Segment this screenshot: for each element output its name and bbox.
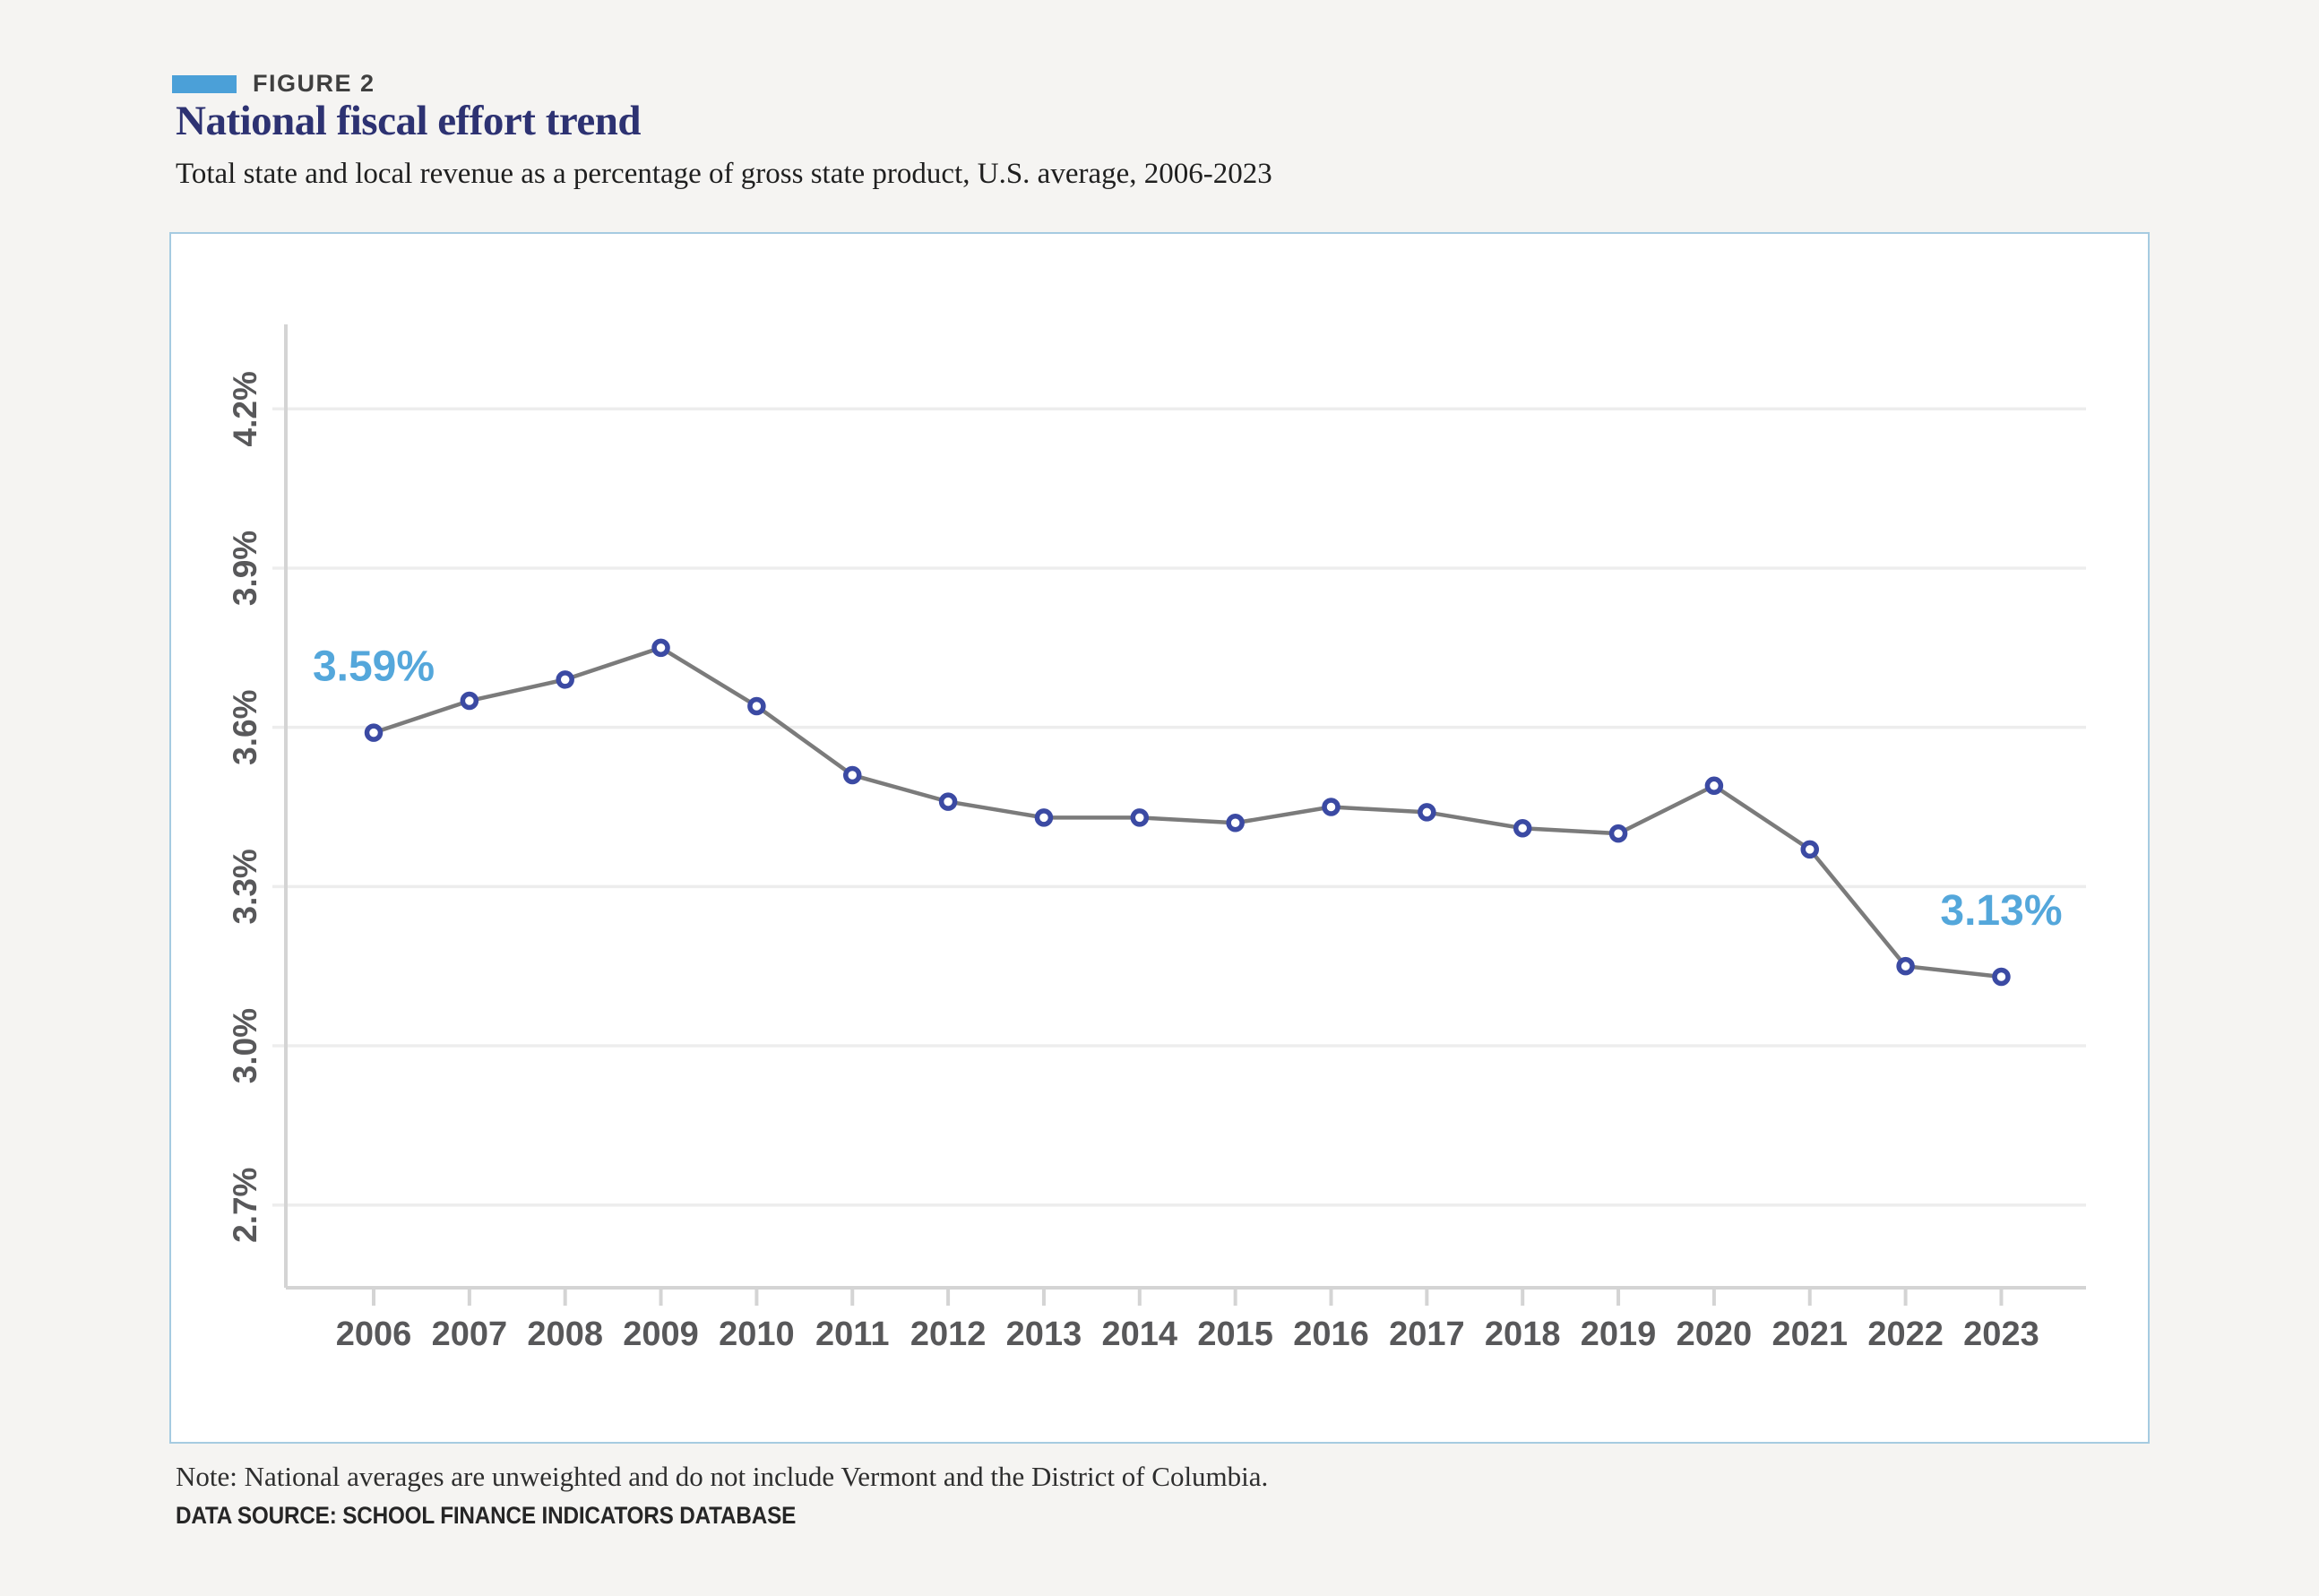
data-source-credit: DATA SOURCE: SCHOOL FINANCE INDICATORS D… xyxy=(176,1502,797,1529)
data-point-2020 xyxy=(1704,776,1724,796)
x-axis-tick-label: 2017 xyxy=(1389,1316,1465,1353)
data-point-2017 xyxy=(1418,803,1436,822)
x-axis-tick-label: 2013 xyxy=(1006,1316,1082,1353)
x-axis-tick-label: 2019 xyxy=(1581,1316,1657,1353)
data-point-2022 xyxy=(1896,956,1915,976)
x-axis-tick-label: 2021 xyxy=(1772,1316,1848,1353)
y-axis-tick-label: 4.2% xyxy=(227,371,263,446)
y-axis-tick-label: 3.6% xyxy=(227,689,263,764)
x-axis-tick-label: 2010 xyxy=(719,1316,795,1353)
data-point-2010 xyxy=(747,696,766,716)
data-point-2009 xyxy=(651,638,670,658)
data-point-2008 xyxy=(556,670,574,689)
data-point-2006 xyxy=(364,723,384,742)
x-axis-tick-label: 2012 xyxy=(910,1316,987,1353)
x-axis-tick-label: 2011 xyxy=(815,1316,889,1353)
x-axis-tick-label: 2016 xyxy=(1293,1316,1369,1353)
x-axis-tick-label: 2022 xyxy=(1867,1316,1944,1353)
chart-panel: 4.2% 3.9% 3.6% 3.3% 3.0% 2.7% 2006 2007 2008 2009… xyxy=(169,232,2150,1444)
data-point-2011 xyxy=(843,765,862,785)
x-axis-tick-label: 2023 xyxy=(1963,1316,2039,1353)
data-point-2023 xyxy=(1992,967,2011,987)
data-point-2013 xyxy=(1034,808,1054,827)
x-axis-tick-label: 2018 xyxy=(1485,1316,1561,1353)
page-subtitle: Total state and local revenue as a perce… xyxy=(176,158,1272,190)
x-axis-tick-label: 2008 xyxy=(527,1316,603,1353)
data-point-2007 xyxy=(460,691,479,711)
figure-tag-swatch xyxy=(172,74,237,93)
x-axis-tick-label: 2014 xyxy=(1102,1316,1178,1353)
y-axis-tick-label: 3.3% xyxy=(227,849,263,924)
chart-note: Note: National averages are unweighted a… xyxy=(176,1461,1269,1492)
page-title: National fiscal effort trend xyxy=(176,98,642,144)
figure-tag: FIGURE 2 xyxy=(172,70,375,98)
value-annotation-2006: 3.59% xyxy=(313,643,435,691)
y-axis-tick-label: 2.7% xyxy=(227,1168,263,1243)
x-axis-tick-label: 2007 xyxy=(432,1316,508,1353)
x-axis-tick-label: 2009 xyxy=(623,1316,699,1353)
data-point-2016 xyxy=(1322,798,1341,816)
data-point-2021 xyxy=(1800,840,1819,859)
data-point-2018 xyxy=(1513,818,1532,838)
y-axis-tick-label: 3.9% xyxy=(227,531,263,606)
data-point-2012 xyxy=(938,792,958,811)
data-point-2014 xyxy=(1130,808,1150,827)
trend-line xyxy=(373,645,2002,979)
data-point-2015 xyxy=(1226,814,1245,833)
data-point-2019 xyxy=(1608,824,1628,843)
x-axis-tick-label: 2015 xyxy=(1197,1316,1273,1353)
x-axis-tick-label: 2020 xyxy=(1677,1316,1753,1353)
x-axis-tick-label: 2006 xyxy=(336,1316,412,1353)
fiscal-effort-line-chart: 4.2% 3.9% 3.6% 3.3% 3.0% 2.7% 2006 2007 2008 2009… xyxy=(227,324,2086,1353)
figure-number-label: FIGURE 2 xyxy=(253,70,375,97)
value-annotation-2023: 3.13% xyxy=(1940,887,2062,935)
y-axis-tick-label: 3.0% xyxy=(227,1008,263,1083)
